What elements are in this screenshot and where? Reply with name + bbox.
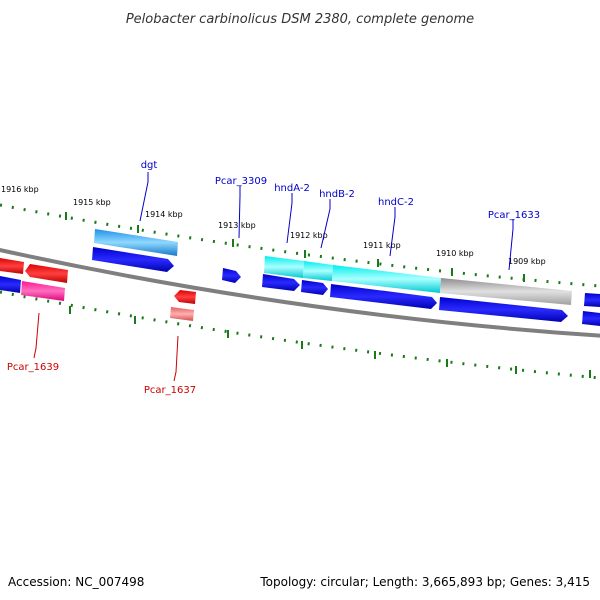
reverse-label-leaders — [33, 312, 179, 382]
kbp-label: 1910 kbp — [436, 249, 474, 258]
hndB-2-cds-arrow[interactable] — [301, 280, 328, 295]
hndA-2-cds-arrow[interactable] — [262, 274, 300, 291]
kbp-label: 1915 kbp — [73, 198, 111, 207]
Pcar_1639-leader — [33, 312, 40, 359]
hndB-2-feature[interactable] — [303, 261, 333, 281]
Pcar_1639-red-feature[interactable] — [25, 264, 68, 283]
Pcar_1633-leader — [508, 219, 514, 271]
forward-gene-labels: dgt Pcar_3309 hndA-2 hndB-2 hndC-2 Pcar_… — [141, 160, 540, 221]
hndC-2-feature[interactable] — [332, 265, 441, 293]
gene-label-hndA-2[interactable]: hndA-2 — [274, 183, 310, 194]
forward-cds-row — [92, 247, 600, 326]
genome-backbone — [0, 248, 600, 338]
map-title: Pelobacter carbinolicus DSM 2380, comple… — [126, 12, 474, 27]
kbp-labels: 1916 kbp 1915 kbp 1914 kbp 1913 kbp 1912… — [1, 185, 546, 266]
lower-ruler-dots — [0, 290, 600, 380]
forward-label-leaders — [139, 172, 514, 271]
kbp-label: 1912 kbp — [290, 231, 328, 240]
Pcar_1637-red-feature[interactable] — [174, 290, 196, 304]
dgt-feature[interactable] — [94, 229, 178, 256]
offscreen-cds-arrow[interactable] — [584, 293, 600, 307]
genome-summary-label: Topology: circular; Length: 3,665,893 bp… — [259, 575, 590, 589]
dgt-cds-arrow[interactable] — [92, 247, 174, 272]
gene-label-Pcar_1637[interactable]: Pcar_1637 — [144, 385, 196, 396]
Pcar_1639-cds-arrow[interactable] — [21, 281, 65, 301]
accession-label: Accession: NC_007498 — [8, 575, 144, 589]
upper-ruler-dots — [0, 203, 600, 288]
hndA-2-leader — [286, 193, 293, 244]
offscreen-cds-arrow-2[interactable] — [582, 311, 600, 326]
dgt-leader — [139, 172, 149, 222]
red-feature-left[interactable] — [0, 258, 24, 274]
kbp-label: 1909 kbp — [508, 257, 546, 266]
lower-ruler — [0, 290, 600, 380]
kbp-label: 1916 kbp — [1, 185, 39, 194]
gene-label-hndB-2[interactable]: hndB-2 — [319, 189, 355, 200]
gene-label-Pcar_1633[interactable]: Pcar_1633 — [488, 210, 540, 221]
reverse-gene-labels: Pcar_1639 Pcar_1637 — [7, 362, 196, 396]
Pcar_3309-leader — [238, 186, 241, 239]
kbp-label: 1913 kbp — [218, 221, 256, 230]
gene-label-hndC-2[interactable]: hndC-2 — [378, 197, 414, 208]
gene-label-Pcar_3309[interactable]: Pcar_3309 — [215, 176, 267, 187]
blue-cds-left[interactable] — [0, 276, 21, 293]
gene-label-Pcar_1639[interactable]: Pcar_1639 — [7, 362, 59, 373]
hndC-2-cds-arrow[interactable] — [330, 284, 437, 309]
forward-feature-row — [94, 229, 572, 305]
hndB-2-leader — [320, 199, 331, 249]
kbp-label: 1911 kbp — [363, 241, 401, 250]
hndC-2-leader — [389, 207, 396, 257]
Pcar_3309-cds-arrow[interactable] — [222, 268, 241, 283]
kbp-label: 1914 kbp — [145, 210, 183, 219]
Pcar_1637-leader — [173, 335, 179, 382]
reverse-feature-row — [0, 258, 196, 321]
Pcar_1633-cds-arrow[interactable] — [439, 297, 568, 322]
hndA-2-feature[interactable] — [264, 256, 304, 278]
upper-ruler — [0, 203, 600, 288]
Pcar_1633-feature[interactable] — [440, 278, 572, 305]
Pcar_1637-cds-arrow[interactable] — [170, 307, 194, 321]
gene-label-dgt[interactable]: dgt — [141, 160, 158, 171]
